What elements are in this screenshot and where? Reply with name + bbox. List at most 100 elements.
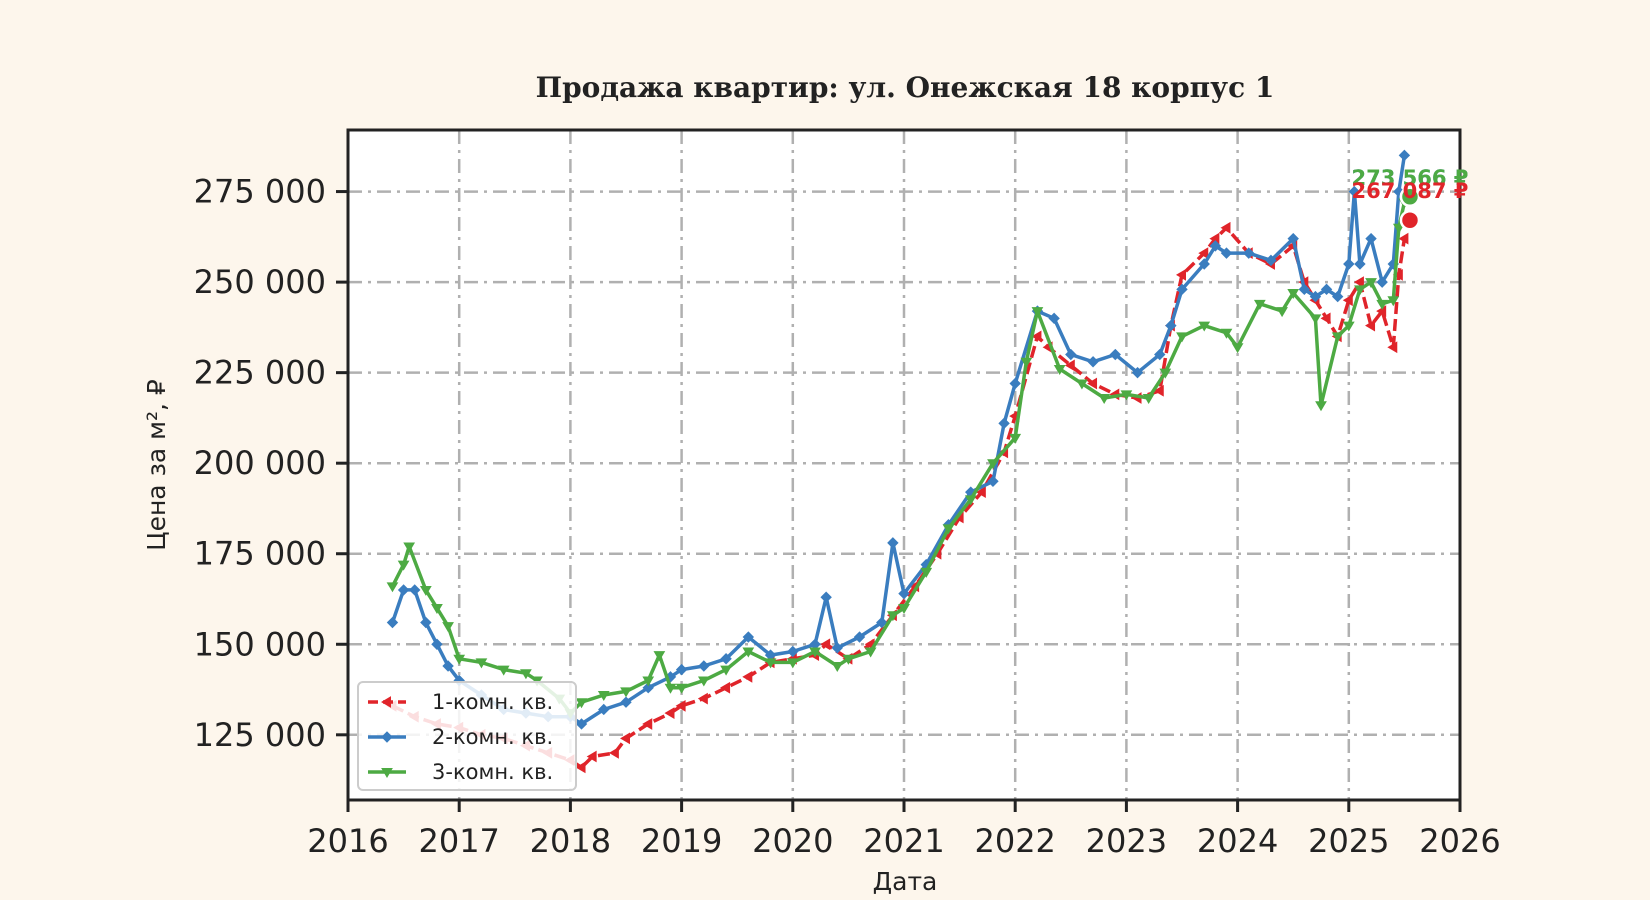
data-point — [1392, 223, 1405, 234]
data-point — [1376, 276, 1388, 288]
data-point — [720, 681, 731, 694]
data-point — [720, 665, 732, 676]
data-point — [1176, 283, 1188, 296]
data-point — [1309, 314, 1322, 325]
data-point — [642, 682, 654, 694]
data-point — [575, 718, 588, 730]
data-point — [586, 750, 597, 763]
x-tick-label: 2024 — [1197, 822, 1278, 860]
data-point — [987, 459, 999, 470]
data-point — [1209, 240, 1222, 252]
data-point — [575, 698, 588, 709]
data-point — [831, 642, 843, 654]
x-tick-label: 2020 — [752, 822, 833, 860]
data-point — [1120, 390, 1133, 401]
x-tick-label: 2023 — [1086, 822, 1167, 860]
data-point — [1165, 319, 1177, 332]
legend-label: 3-комн. кв. — [432, 760, 553, 784]
y-tick-label: 150 000 — [194, 625, 326, 663]
data-point — [1009, 433, 1022, 444]
data-point — [1320, 283, 1333, 296]
data-point — [403, 542, 416, 553]
data-point — [397, 560, 410, 571]
data-point — [820, 591, 832, 603]
data-point — [1131, 366, 1144, 379]
data-point — [1320, 312, 1331, 325]
data-point — [1154, 348, 1166, 361]
data-point — [1048, 312, 1060, 325]
data-point — [820, 638, 831, 651]
data-point — [497, 665, 510, 676]
data-point — [431, 638, 443, 650]
data-point — [742, 670, 753, 683]
data-point — [419, 585, 432, 596]
data-point — [442, 622, 454, 633]
data-point — [786, 658, 799, 669]
data-point — [1087, 356, 1099, 368]
data-point — [1198, 258, 1210, 270]
data-point — [964, 495, 977, 506]
data-point — [787, 645, 799, 658]
data-point — [642, 718, 653, 730]
data-point — [1220, 247, 1233, 259]
data-point — [1315, 401, 1327, 412]
data-point — [1365, 278, 1377, 289]
data-point — [1159, 368, 1172, 379]
legend-swatch-marker — [381, 768, 393, 778]
data-point — [1392, 268, 1403, 281]
data-point — [1348, 185, 1361, 198]
chart-title: Продажа квартир: ул. Онежская 18 корпус … — [536, 71, 1275, 104]
data-point — [898, 587, 910, 600]
data-point — [598, 703, 610, 716]
data-point — [520, 669, 532, 680]
data-point — [1253, 299, 1266, 310]
data-point — [1354, 258, 1366, 270]
legend-swatch-marker — [381, 731, 393, 743]
data-point — [1376, 299, 1389, 310]
x-tick-label: 2025 — [1308, 822, 1389, 860]
data-point — [1176, 268, 1186, 281]
x-tick-label: 2019 — [641, 822, 722, 860]
data-point — [1287, 288, 1300, 299]
data-point — [675, 683, 688, 694]
data-point — [442, 660, 454, 672]
data-point — [1365, 319, 1376, 332]
data-point — [1287, 232, 1299, 245]
data-point — [1331, 332, 1344, 343]
data-point — [698, 660, 710, 672]
data-point — [620, 696, 632, 708]
x-tick-label: 2017 — [418, 822, 499, 860]
data-point — [1376, 305, 1387, 317]
data-point — [831, 662, 844, 672]
data-point — [1109, 348, 1121, 361]
data-point — [642, 676, 655, 687]
y-tick-label: 125 000 — [194, 716, 326, 754]
end-value-dot — [1399, 209, 1421, 231]
data-point — [1398, 232, 1409, 245]
legend-item: 1-комн. кв. — [368, 690, 553, 714]
end-value-label: 273 566 ₽ — [1352, 166, 1469, 190]
data-point — [1387, 296, 1400, 307]
data-point — [1031, 330, 1042, 343]
data-point — [1354, 285, 1366, 296]
end-value-label: 267 087 ₽ — [1352, 179, 1469, 203]
data-point — [898, 604, 910, 615]
x-tick-label: 2021 — [863, 822, 944, 860]
data-point — [1087, 377, 1098, 390]
data-point — [675, 699, 686, 712]
data-point — [742, 631, 755, 643]
y-axis-label: Цена за м², ₽ — [142, 379, 171, 551]
data-point — [453, 654, 466, 665]
data-point — [1142, 394, 1155, 404]
data-point — [1198, 247, 1209, 260]
data-point — [1065, 348, 1077, 361]
data-point — [887, 537, 899, 549]
data-point — [1342, 321, 1355, 332]
data-point — [1153, 384, 1164, 397]
data-point — [975, 486, 986, 499]
data-point — [1098, 394, 1111, 404]
data-point — [1031, 307, 1044, 318]
data-point — [1343, 258, 1355, 270]
